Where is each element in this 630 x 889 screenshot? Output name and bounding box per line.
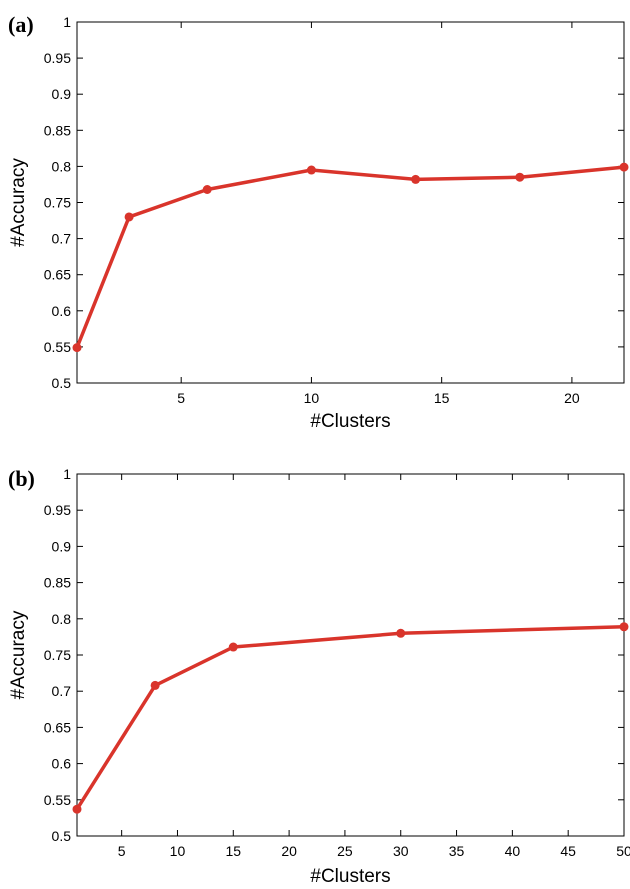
x-tick-label: 5 (118, 843, 126, 859)
plot-frame (76, 473, 625, 837)
x-tick-label: 25 (337, 843, 353, 859)
data-point (515, 172, 525, 182)
x-tick-label: 50 (616, 843, 630, 859)
panel-label: (a) (8, 12, 34, 37)
series-line (75, 165, 626, 350)
x-tick-label: 15 (225, 843, 241, 859)
y-tick-label: 0.5 (52, 828, 72, 844)
y-tick-label: 0.85 (44, 122, 71, 138)
x-tick-label: 5 (177, 390, 185, 406)
x-tick-label: 20 (281, 843, 297, 859)
y-tick-label: 0.6 (52, 756, 72, 772)
series-line (75, 625, 626, 811)
data-point (228, 642, 238, 652)
y-tick-label: 0.65 (44, 719, 71, 735)
data-point (72, 343, 82, 353)
chart-panel-a: (a)0.50.550.60.650.70.750.80.850.90.9515… (8, 12, 629, 432)
y-tick-label: 0.75 (44, 647, 71, 663)
chart-panel-b: (b)0.50.550.60.650.70.750.80.850.90.9515… (8, 466, 630, 887)
y-tick-label: 0.7 (52, 683, 72, 699)
y-tick-label: 0.8 (52, 611, 72, 627)
x-tick-label: 45 (560, 843, 576, 859)
data-point (619, 162, 629, 172)
y-tick-label: 0.85 (44, 575, 71, 591)
x-tick-label: 15 (434, 390, 450, 406)
y-tick-label: 0.7 (52, 231, 72, 247)
data-point (396, 628, 406, 638)
y-axis-title: #Accuracy (8, 158, 29, 247)
x-tick-label: 10 (170, 843, 186, 859)
y-tick-label: 0.55 (44, 792, 71, 808)
panel-label: (b) (8, 466, 35, 491)
y-tick-label: 0.9 (52, 538, 72, 554)
y-tick-label: 0.65 (44, 267, 71, 283)
x-axis-title: #Clusters (310, 411, 390, 432)
y-tick-label: 0.6 (52, 303, 72, 319)
y-tick-label: 0.8 (52, 158, 72, 174)
y-tick-label: 1 (63, 466, 71, 482)
x-tick-label: 10 (304, 390, 320, 406)
data-point (72, 804, 82, 814)
y-tick-label: 0.9 (52, 86, 72, 102)
y-tick-label: 0.55 (44, 339, 71, 355)
y-tick-label: 0.5 (52, 375, 72, 391)
plot-frame (76, 21, 625, 384)
y-tick-label: 0.95 (44, 50, 71, 66)
x-axis-title: #Clusters (310, 866, 390, 887)
y-tick-label: 1 (63, 14, 71, 30)
data-point (306, 165, 316, 175)
data-point (202, 185, 212, 195)
x-tick-label: 20 (564, 390, 580, 406)
data-point (124, 212, 134, 222)
x-tick-label: 30 (393, 843, 409, 859)
data-point (411, 174, 421, 184)
data-point (619, 622, 629, 632)
y-tick-label: 0.95 (44, 502, 71, 518)
data-point (150, 680, 160, 690)
y-tick-label: 0.75 (44, 195, 71, 211)
x-tick-label: 40 (505, 843, 521, 859)
y-axis-title: #Accuracy (8, 610, 29, 699)
x-tick-label: 35 (449, 843, 465, 859)
